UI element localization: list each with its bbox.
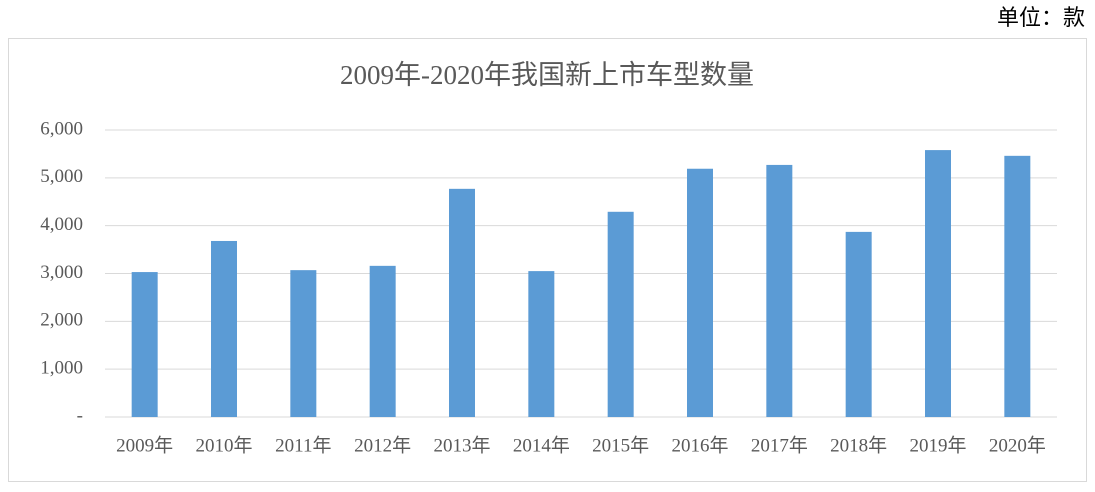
y-tick-label: 2,000 (40, 310, 83, 331)
bar (845, 231, 872, 417)
x-tick-label: 2013年 (433, 434, 490, 456)
bar (528, 271, 555, 417)
y-tick-label: 4,000 (40, 214, 83, 235)
x-tick-label: 2017年 (751, 434, 808, 456)
x-tick-label: 2019年 (909, 434, 966, 456)
y-tick-label: 1,000 (40, 358, 83, 379)
x-tick-label: 2020年 (989, 434, 1046, 456)
bar (1004, 155, 1031, 417)
bar (925, 150, 951, 417)
unit-label: 单位：款 (997, 5, 1085, 30)
bar (449, 188, 475, 417)
chart-frame (8, 38, 1087, 482)
x-tick-label: 2012年 (354, 434, 411, 456)
x-tick-label: 2015年 (592, 434, 649, 456)
bar (369, 265, 396, 417)
x-tick-label: 2011年 (275, 434, 331, 456)
bar (607, 211, 634, 417)
chart-title: 2009年-2020年我国新上市车型数量 (340, 60, 754, 90)
y-tick-label: - (77, 405, 83, 426)
y-tick-label: 5,000 (40, 166, 83, 187)
x-tick-label: 2018年 (830, 434, 887, 456)
bar (290, 270, 317, 417)
y-tick-label: 3,000 (40, 262, 83, 283)
bar (766, 164, 793, 417)
x-tick-label: 2016年 (671, 434, 728, 456)
y-tick-label: 6,000 (40, 118, 83, 139)
x-tick-label: 2014年 (513, 434, 570, 456)
bar (131, 272, 158, 417)
bar (687, 168, 713, 417)
bar (211, 240, 237, 417)
x-tick-label: 2010年 (195, 434, 252, 456)
x-tick-label: 2009年 (116, 434, 173, 456)
